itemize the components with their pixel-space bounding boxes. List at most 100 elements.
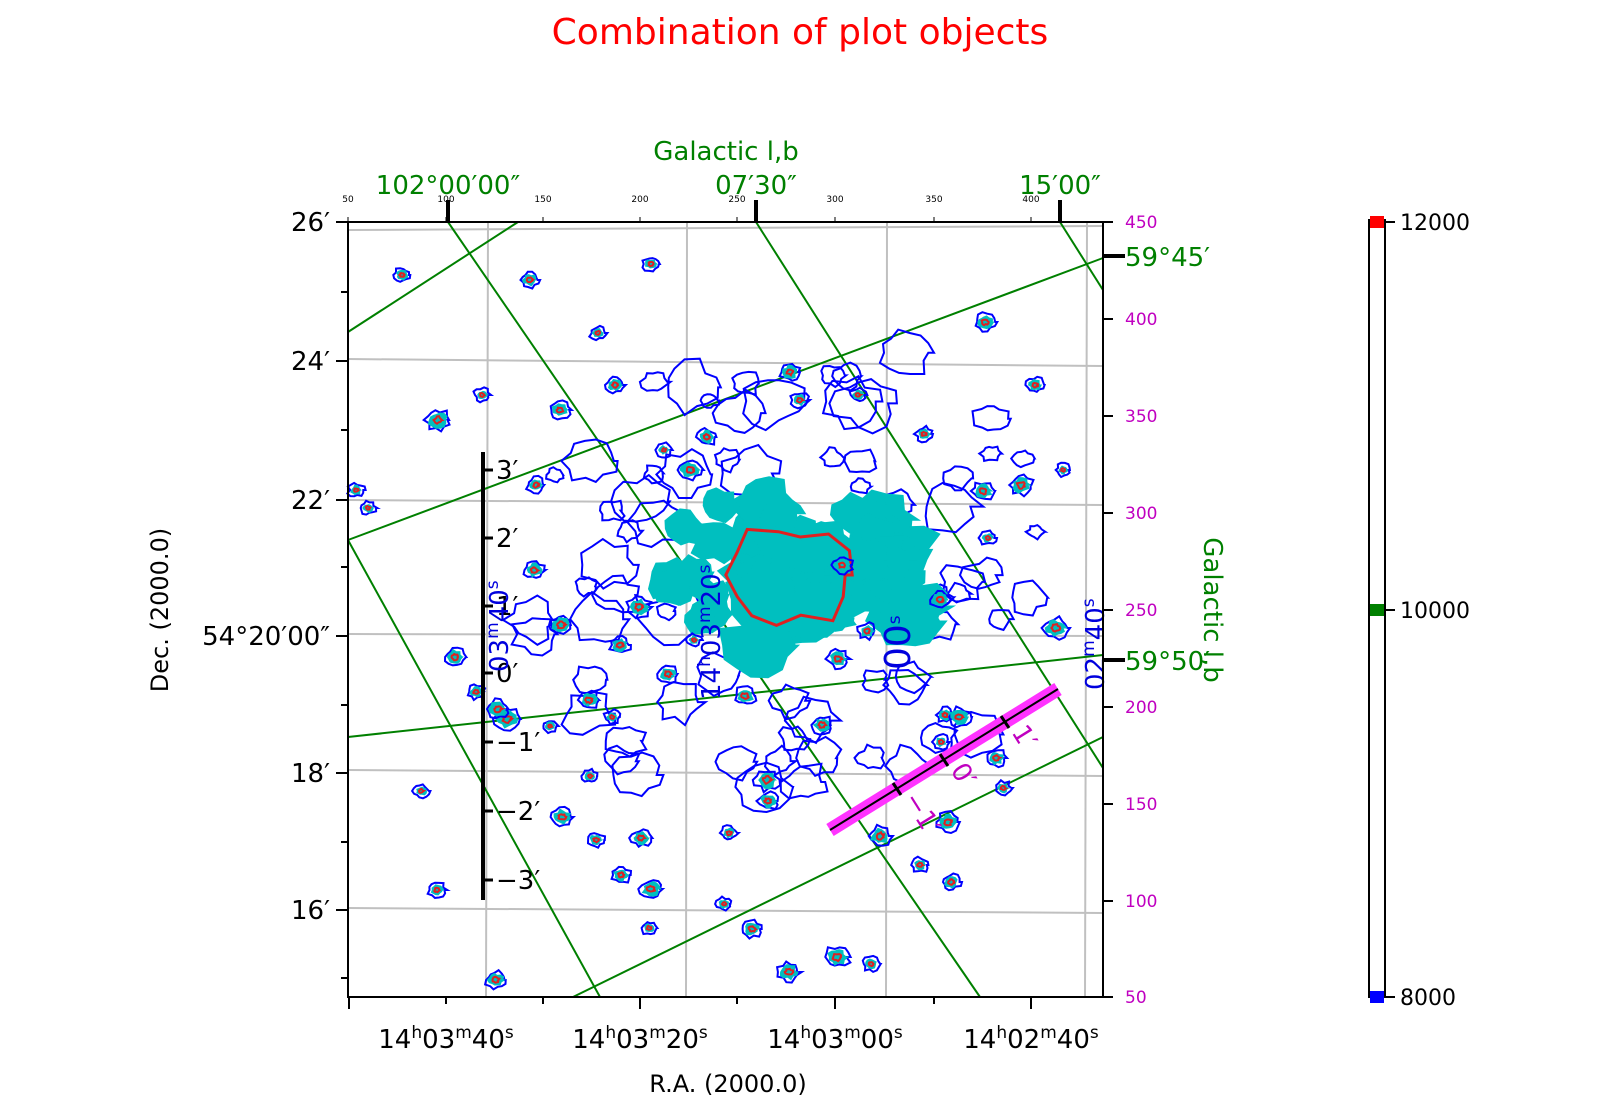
x-tick-label: 14h03m20s: [572, 1023, 708, 1055]
vertical-ruler-tick-label: −3′: [496, 866, 540, 896]
star-contour-high: [636, 834, 647, 842]
star-contour-mid: [553, 808, 572, 825]
star-contour-low: [824, 946, 853, 967]
star-contour-mid: [981, 533, 994, 543]
plot-area: 3′ 2′ 1′ 0′ −1′ −2′ −3′ 1′ 0′ −1′ 14h03m20s 03m40…: [202, 171, 1210, 1055]
colorbar-level-swatch: [1370, 604, 1384, 616]
pixel-x-tick-label: 300: [826, 195, 843, 205]
star-contour-low: [656, 664, 680, 684]
contour-low: [777, 725, 812, 752]
contour-mid: [676, 559, 713, 591]
y-tick-label: 26′: [291, 208, 330, 238]
pixel-x-tick-label: 50: [342, 195, 354, 205]
contour-low: [625, 499, 686, 549]
y-tick-label: 22′: [291, 486, 330, 516]
contour-low: [642, 464, 666, 485]
y-tick-label: 16′: [291, 896, 330, 926]
star-contour-high: [747, 925, 758, 933]
star-contour-high: [364, 504, 373, 511]
pixel-x-tick-label: 400: [1022, 195, 1039, 205]
star-contour-high: [432, 415, 445, 425]
diagonal-ruler-tick: [891, 782, 903, 796]
star-contour-mid: [944, 876, 958, 889]
contour-low: [831, 361, 864, 392]
star-contour-high: [954, 713, 965, 721]
star-contour-high: [725, 830, 733, 837]
star-contour-mid: [526, 562, 544, 578]
contour-low: [894, 660, 935, 695]
pixel-x-tick-label: 250: [728, 195, 745, 205]
star-contour-high: [915, 861, 926, 868]
pixel-y-tick-label: 100: [1125, 892, 1157, 912]
star-contour-low: [576, 689, 602, 709]
y-tick-label: 18′: [291, 759, 330, 789]
galactic-l-line: [1059, 221, 1104, 291]
colorbar-tick-label: 12000: [1400, 211, 1470, 236]
contour-low: [988, 609, 1016, 632]
star-contour-mid: [612, 638, 628, 653]
ra-grid-line: [485, 221, 489, 998]
star-contour-low: [519, 270, 542, 290]
pixel-x-tick-label: 350: [925, 195, 942, 205]
star-contour-mid: [612, 869, 630, 882]
contour-low: [821, 374, 884, 431]
contour-low: [971, 405, 1013, 432]
x-tick-label: 14h02m40s: [963, 1023, 1099, 1055]
star-contour-high: [478, 391, 487, 399]
contour-low: [763, 744, 800, 778]
star-contour-low: [586, 832, 607, 849]
galactic-top-tick-label: 07′30″: [715, 171, 797, 201]
star-contour-low: [941, 872, 964, 892]
galactic-b-line: [347, 221, 519, 333]
star-contour-high: [984, 535, 992, 542]
star-contour-low: [810, 715, 832, 736]
star-contour-low: [867, 823, 895, 847]
galactic-top-tick-label: 102°00′00″: [376, 171, 521, 201]
diagonal-ruler-tick: [938, 753, 950, 767]
contour-low: [861, 669, 890, 694]
star-contour-high: [645, 884, 657, 893]
colorbar-level-swatch: [1370, 991, 1384, 1003]
contour-low: [545, 466, 565, 484]
right-axis-label: Galactic l,b: [1197, 537, 1227, 683]
star-contour-mid: [633, 831, 650, 846]
star-contour-high: [472, 688, 481, 695]
pixel-x-tick-label: 150: [534, 195, 551, 205]
ra-grid-line: [685, 221, 688, 998]
x-tick-label: 14h03m00s: [767, 1023, 903, 1055]
star-contour-high: [992, 753, 1003, 762]
colorbar-tick-label: 8000: [1400, 986, 1456, 1011]
star-contour-low: [778, 362, 802, 382]
star-contour-low: [694, 426, 718, 446]
star-contour-high: [690, 636, 698, 643]
star-contour-low: [426, 881, 451, 899]
contour-low: [924, 481, 987, 534]
y-axis-label: Dec. (2000.0): [146, 528, 174, 692]
star-contour-high: [594, 329, 602, 336]
contour-low: [742, 379, 811, 432]
contour-low: [1023, 523, 1049, 541]
star-contour-low: [848, 386, 869, 403]
star-contour-low: [549, 805, 577, 828]
star-contour-low: [602, 708, 622, 726]
star-contour-high: [762, 797, 773, 805]
contour-high: [724, 527, 854, 628]
star-contour-mid: [350, 484, 362, 496]
star-contour-mid: [641, 880, 662, 897]
contour-low: [977, 445, 1005, 463]
star-contour-mid: [781, 364, 797, 379]
star-contour-high: [353, 487, 360, 493]
contour-low: [878, 328, 936, 375]
contour-low: [560, 691, 617, 736]
star-contour-mid: [1044, 619, 1068, 637]
inset-ra-labels: 14h03m20s 03m40s 02m40s 00s: [483, 564, 1111, 700]
inset-ra-label: 02m40s: [1079, 598, 1111, 690]
contour-low: [667, 357, 723, 417]
x-axis-label: R.A. (2000.0): [649, 1070, 806, 1098]
star-contour-high: [943, 818, 954, 827]
star-contour-low: [830, 556, 855, 576]
star-contour-low: [359, 499, 381, 516]
star-contour-high: [785, 368, 795, 377]
star-contour-high: [663, 670, 674, 679]
star-contour-high: [740, 692, 750, 700]
